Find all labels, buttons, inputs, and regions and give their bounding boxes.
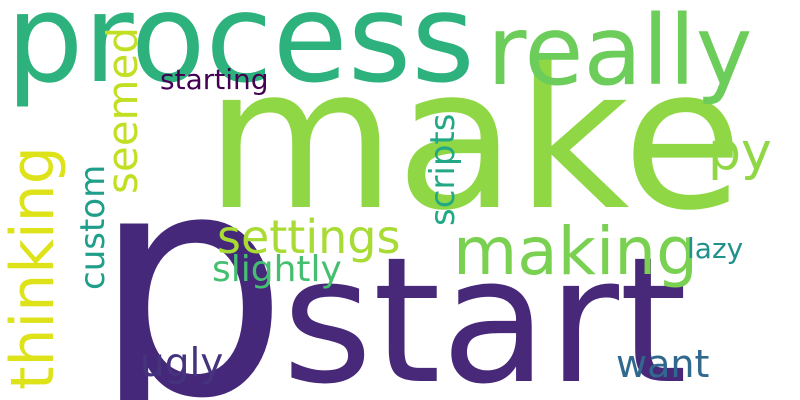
word-custom: custom xyxy=(76,165,110,290)
word-want: want xyxy=(616,345,709,383)
word-making: making xyxy=(453,219,698,285)
word-thinking: thinking xyxy=(3,146,63,390)
word-lazy: lazy xyxy=(687,235,743,263)
word-slightly: slightly xyxy=(212,252,342,288)
word-ugly: ugly xyxy=(140,344,223,383)
word-really: really xyxy=(487,3,752,99)
word-starting: starting xyxy=(160,66,269,94)
word-scripts: scripts xyxy=(426,114,460,226)
word-py: py xyxy=(708,126,772,178)
